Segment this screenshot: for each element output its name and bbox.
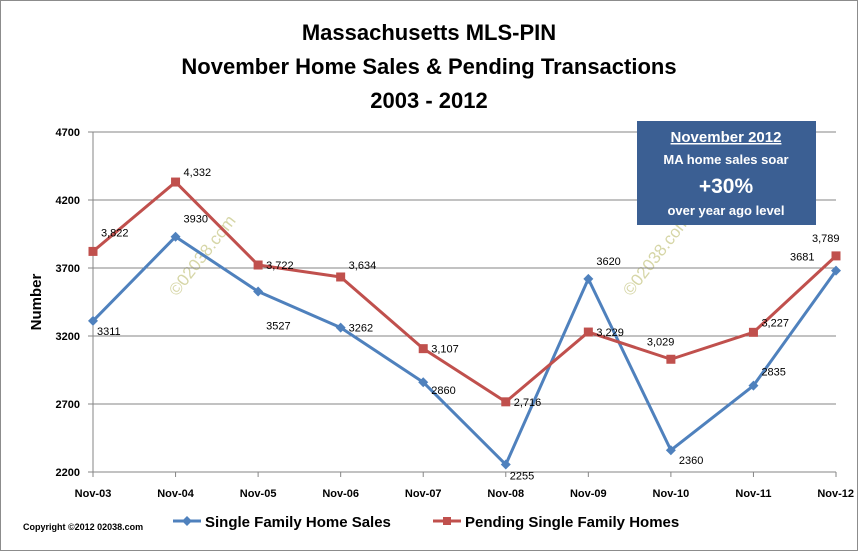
data-point-pending bbox=[831, 251, 841, 261]
y-tick-label: 4700 bbox=[56, 127, 80, 139]
y-tick-labels: 2200 2700 3200 3700 4200 4700 bbox=[56, 127, 80, 479]
chart-title-line-1: Massachusetts MLS-PIN bbox=[302, 20, 556, 45]
y-tick-label: 2200 bbox=[56, 467, 80, 479]
data-label-pending: 3,229 bbox=[596, 327, 624, 339]
series-line-sales bbox=[91, 235, 838, 467]
data-label-pending: 3,634 bbox=[349, 260, 377, 272]
chart-title-line-3: 2003 - 2012 bbox=[370, 88, 487, 113]
data-point-pending bbox=[748, 327, 758, 337]
x-tick-label: Nov-03 bbox=[75, 488, 112, 500]
data-label-sales: 2835 bbox=[761, 367, 785, 379]
legend-label-sales: Single Family Home Sales bbox=[205, 514, 391, 531]
data-label-pending: 4,332 bbox=[184, 167, 212, 179]
annotation-heading: November 2012 bbox=[671, 129, 782, 146]
data-point-pending bbox=[88, 246, 98, 256]
data-label-sales: 3681 bbox=[790, 252, 814, 264]
data-label-pending: 3,227 bbox=[761, 317, 789, 329]
chart-title-line-2: November Home Sales & Pending Transactio… bbox=[181, 54, 676, 79]
data-point-sales bbox=[88, 315, 98, 326]
data-label-sales: 2360 bbox=[679, 455, 703, 467]
x-tick-label: Nov-07 bbox=[405, 488, 442, 500]
data-label-pending: 3,107 bbox=[431, 344, 459, 356]
data-point-pending bbox=[418, 344, 428, 354]
axes bbox=[92, 132, 837, 477]
data-point-pending bbox=[253, 260, 263, 270]
data-point-pending bbox=[666, 354, 676, 364]
data-point-sales bbox=[170, 231, 181, 242]
series-line-pending bbox=[92, 180, 838, 404]
data-point-pending bbox=[336, 272, 346, 282]
y-axis-label: Number bbox=[28, 274, 45, 331]
data-point-sales bbox=[335, 322, 346, 333]
data-label-sales: 3527 bbox=[266, 321, 290, 333]
data-point-pending bbox=[583, 327, 593, 337]
y-tick-label: 3200 bbox=[56, 331, 80, 343]
data-point-sales bbox=[500, 459, 511, 470]
data-label-pending: 3,722 bbox=[266, 260, 294, 272]
data-point-sales bbox=[665, 445, 676, 456]
x-tick-label: Nov-06 bbox=[322, 488, 359, 500]
annotation-line-1: MA home sales soar bbox=[663, 152, 788, 167]
data-point-sales bbox=[418, 377, 429, 388]
series-group bbox=[88, 177, 841, 470]
data-label-pending: 3,822 bbox=[101, 227, 129, 239]
data-point-pending bbox=[501, 397, 511, 407]
y-tick-label: 4200 bbox=[56, 195, 80, 207]
legend: Single Family Home Sales Pending Single … bbox=[173, 514, 679, 531]
data-label-sales: 3311 bbox=[97, 326, 121, 338]
y-tick-label: 2700 bbox=[56, 399, 80, 411]
data-label-sales: 2255 bbox=[510, 471, 534, 483]
y-tick-label: 3700 bbox=[56, 263, 80, 275]
data-label-pending: 3,029 bbox=[647, 336, 675, 348]
data-label-sales: 3620 bbox=[596, 256, 620, 268]
x-tick-label: Nov-12 bbox=[817, 488, 854, 500]
data-point-sales bbox=[831, 265, 841, 276]
x-tick-labels: Nov-03 Nov-04 Nov-05 Nov-06 Nov-07 Nov-08 Nov-… bbox=[75, 488, 854, 500]
annotation-box: November 2012 MA home sales soar +30% ov… bbox=[637, 121, 816, 225]
data-label-sales: 2860 bbox=[431, 385, 455, 397]
annotation-line-3: over year ago level bbox=[667, 203, 784, 218]
annotation-background bbox=[637, 121, 816, 225]
data-point-sales bbox=[748, 380, 759, 391]
data-label-pending: 3,789 bbox=[812, 233, 840, 245]
data-point-sales bbox=[583, 273, 594, 284]
data-point-pending bbox=[171, 177, 181, 187]
x-tick-label: Nov-04 bbox=[157, 488, 195, 500]
legend-label-pending: Pending Single Family Homes bbox=[465, 514, 679, 531]
x-tick-label: Nov-05 bbox=[240, 488, 277, 500]
x-tick-label: Nov-11 bbox=[735, 488, 771, 500]
legend-marker-sales bbox=[182, 516, 192, 526]
x-tick-label: Nov-10 bbox=[653, 488, 690, 500]
copyright-text: Copyright ©2012 02038.com bbox=[23, 522, 143, 532]
data-labels: 3311 3930 3527 3262 2860 2255 3620 2360 2835 3681… bbox=[97, 167, 840, 482]
data-label-sales: 3930 bbox=[184, 214, 208, 226]
legend-marker-pending bbox=[443, 517, 451, 525]
data-label-pending: 2,716 bbox=[514, 397, 542, 409]
data-point-sales bbox=[253, 286, 264, 297]
annotation-big: +30% bbox=[699, 175, 754, 198]
data-label-sales: 3262 bbox=[349, 323, 373, 335]
x-tick-label: Nov-09 bbox=[570, 488, 607, 500]
x-tick-label: Nov-08 bbox=[487, 488, 524, 500]
